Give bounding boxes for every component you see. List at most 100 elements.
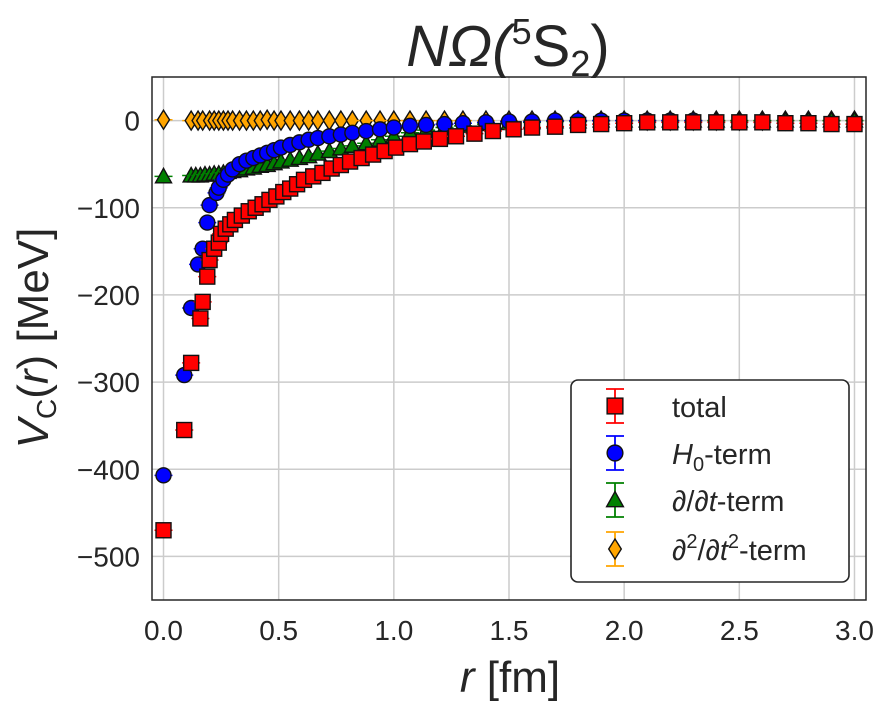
legend-label-d2-end: -term — [739, 535, 807, 567]
y-axis-title-unit: ) [MeV] — [9, 228, 58, 370]
y-axis-title-open: ( — [9, 384, 58, 399]
point-total — [685, 114, 702, 131]
y-axis-title-sub: C — [31, 399, 62, 419]
point-total — [569, 116, 587, 134]
point-h0 — [201, 196, 218, 214]
point-total — [199, 268, 216, 285]
point-h0 — [417, 116, 435, 134]
legend-label-h0-end: -term — [704, 439, 772, 471]
point-total — [662, 114, 679, 131]
point-d2 — [156, 108, 171, 131]
point-h0 — [358, 122, 375, 140]
point-total — [777, 114, 794, 132]
chart-title-sub: 2 — [570, 43, 590, 84]
y-axis-title: VC(r) [MeV] — [9, 228, 62, 449]
point-h0 — [385, 119, 403, 136]
legend-marker-total — [606, 397, 624, 415]
legend-label-d2-var: t — [720, 535, 730, 567]
point-total — [155, 522, 172, 539]
y-tick-label: −100 — [77, 193, 140, 224]
tick-labels: 0.0 0.5 1.0 1.5 2.0 2.5 3.0 0 −100 −200 −300 −400 −5… — [77, 106, 874, 646]
x-axis-title-var: r — [460, 653, 477, 702]
x-tick-label: 2.5 — [720, 615, 759, 646]
x-tick-label: 0.5 — [259, 615, 298, 646]
legend-box — [570, 379, 850, 583]
y-tick-label: 0 — [124, 106, 140, 137]
y-tick-label: −500 — [77, 541, 140, 572]
data-layer — [154, 108, 864, 539]
point-total — [192, 310, 209, 327]
point-total — [731, 114, 748, 131]
x-axis-title: r [fm] — [460, 653, 560, 702]
legend: total H0-term ∂/∂t-term ∂2/∂t2-term — [570, 379, 850, 583]
point-total — [708, 114, 725, 131]
point-total — [447, 128, 465, 145]
legend-marker-h0 — [606, 444, 624, 462]
point-h0 — [371, 121, 389, 138]
legend-label-h0: H0-term — [672, 439, 772, 476]
legend-label-d2-sup2: 2 — [728, 531, 739, 553]
legend-label-dt: ∂/∂t-term — [672, 486, 784, 518]
x-tick-label: 1.0 — [374, 615, 413, 646]
legend-label-dt-pre: ∂/∂ — [672, 486, 709, 518]
point-d2 — [292, 109, 307, 132]
y-axis-title-var: V — [9, 415, 58, 448]
point-d2 — [283, 109, 298, 132]
legend-marker-dt — [605, 490, 625, 508]
legend-marker-d2 — [607, 537, 623, 561]
legend-label-d2-mid: /∂ — [697, 535, 719, 567]
point-total — [387, 139, 405, 156]
legend-markers — [605, 388, 625, 567]
y-tick-label: −200 — [77, 280, 140, 311]
point-dt — [154, 166, 173, 184]
point-h0 — [344, 124, 361, 141]
point-total — [505, 121, 522, 138]
chart-title-sup: 5 — [512, 11, 532, 52]
legend-label-d2: ∂2/∂t2-term — [672, 531, 807, 567]
legend-label-h0-var: H — [672, 439, 693, 471]
point-total — [638, 114, 656, 131]
point-total — [592, 115, 610, 133]
chart-title-end: ) — [590, 14, 609, 79]
plot-frame — [151, 76, 867, 601]
point-total — [176, 421, 193, 439]
x-tick-label: 1.5 — [490, 615, 529, 646]
point-d2 — [301, 109, 316, 132]
point-total — [800, 114, 817, 132]
point-total — [484, 122, 502, 140]
point-total — [194, 293, 211, 311]
point-total — [823, 115, 840, 133]
chart-title-mid: S — [532, 14, 571, 79]
point-total — [401, 135, 419, 153]
point-total — [615, 114, 633, 132]
legend-label-h0-sub: 0 — [693, 454, 704, 476]
legend-label-d2-pre: ∂ — [672, 535, 686, 567]
point-h0 — [401, 117, 419, 135]
point-total — [846, 115, 863, 133]
series-total — [154, 114, 864, 539]
point-dt — [343, 136, 362, 153]
x-tick-label: 0.0 — [144, 615, 183, 646]
point-total — [182, 354, 200, 372]
legend-label-total: total — [672, 392, 727, 424]
legend-label-total-text: total — [672, 392, 727, 424]
y-tick-label: −300 — [77, 367, 140, 398]
point-total — [431, 130, 449, 148]
chart-title-base: NΩ( — [406, 14, 517, 79]
point-total — [466, 125, 483, 142]
x-axis-title-unit: [fm] — [475, 653, 561, 702]
x-tick-label: 2.0 — [605, 615, 644, 646]
point-total — [415, 133, 432, 150]
point-total — [523, 119, 541, 136]
point-h0 — [155, 467, 172, 484]
point-total — [546, 118, 564, 135]
x-tick-label: 3.0 — [835, 615, 874, 646]
legend-label-d2-sup1: 2 — [686, 531, 697, 553]
y-axis-title-var2: r — [9, 367, 58, 384]
point-d2 — [274, 109, 288, 132]
chart-title: NΩ(5S2) — [406, 11, 609, 84]
legend-label-dt-var: t — [709, 486, 719, 518]
y-tick-label: −400 — [77, 454, 140, 485]
point-total — [754, 114, 771, 131]
